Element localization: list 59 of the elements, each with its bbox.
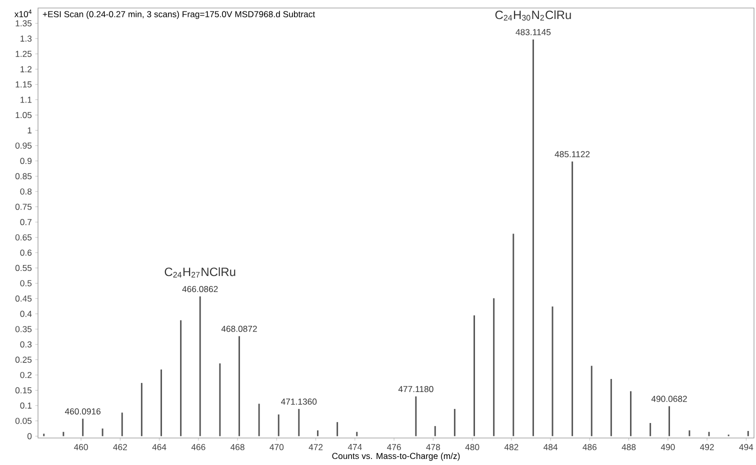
y-tick-label: 0.55	[15, 264, 32, 272]
x-tick-label: 490	[660, 444, 675, 450]
y-tick-label: 0.75	[15, 204, 32, 210]
y-tick-label: 0.95	[15, 142, 32, 149]
x-tick-label: 488	[622, 444, 636, 450]
annotation: C$_{24}$H$_{27}$NClRu	[164, 267, 236, 278]
annotation: 477.1180	[398, 386, 434, 392]
x-tick-label: 470	[270, 444, 284, 450]
y-tick-label: 1.25	[16, 50, 32, 57]
x-tick-label: 486	[582, 444, 597, 450]
x-tick-label: 480	[465, 444, 480, 450]
y-tick-label: 1.1	[20, 96, 32, 103]
x-tick-label: 460	[74, 444, 88, 450]
x-tick-label: 462	[113, 444, 127, 450]
y-tick-label: 0.7	[20, 219, 32, 226]
x-axis-title: Counts vs. Mass-to-Charge (m/z)	[332, 452, 460, 461]
x-tick-label: 482	[504, 444, 518, 450]
y-tick-label: 0.5	[20, 280, 32, 286]
y-tick-label: 1.15	[16, 81, 32, 88]
x-tick-label: 464	[152, 444, 166, 450]
annotation: 471.1360	[281, 398, 317, 405]
y-tick-label: 0.25	[15, 356, 32, 363]
y-axis-title: x10$^{4}$	[14, 10, 32, 18]
y-tick-label: 0	[27, 433, 32, 440]
y-tick-label: 0.85	[15, 173, 32, 180]
x-tick-label: 492	[700, 444, 714, 450]
y-tick-label: 0.2	[20, 372, 32, 378]
x-tick-label: 466	[191, 444, 206, 450]
annotation: 485.1122	[554, 151, 590, 158]
x-tick-label: 494	[739, 444, 754, 450]
annotation: 466.0862	[182, 286, 218, 292]
y-tick-label: 1.3	[20, 36, 32, 42]
y-tick-label: 0.4	[20, 310, 32, 317]
y-tick-label: 0.15	[15, 387, 32, 394]
annotation: 490.0682	[651, 396, 687, 402]
annotation: C$_{24}$H$_{30}$N$_{2}$ClRu	[495, 10, 571, 21]
y-tick-label: 0.05	[15, 418, 32, 424]
y-tick-label: 0.45	[15, 295, 32, 302]
y-tick-label: 1.2	[20, 66, 32, 72]
x-tick-label: 472	[308, 444, 323, 450]
annotation: 483.1145	[516, 29, 551, 36]
annotation: 460.0916	[64, 408, 101, 414]
annotation: 468.0872	[221, 326, 257, 332]
y-tick-label: 0.3	[20, 341, 32, 348]
y-tick-label: 1	[28, 127, 32, 134]
x-tick-label: 468	[230, 444, 244, 450]
y-tick-label: 0.35	[15, 326, 32, 332]
y-tick-label: 1.35	[16, 20, 32, 26]
y-tick-label: 0.9	[20, 158, 32, 164]
x-tick-label: 478	[426, 444, 440, 450]
x-tick-label: 474	[348, 444, 362, 450]
x-tick-label: 476	[387, 444, 401, 450]
y-tick-label: 0.6	[20, 250, 32, 256]
y-tick-label: 0.1	[20, 402, 32, 409]
chart-title: +ESI Scan (0.24-0.27 min, 3 scans) Frag=175.0V MSD7968.d Subtract	[42, 10, 316, 19]
y-tick-label: 0.65	[15, 234, 32, 240]
y-tick-label: 0.8	[20, 188, 32, 195]
y-tick-label: 1.05	[16, 112, 32, 118]
x-tick-label: 484	[544, 444, 558, 450]
